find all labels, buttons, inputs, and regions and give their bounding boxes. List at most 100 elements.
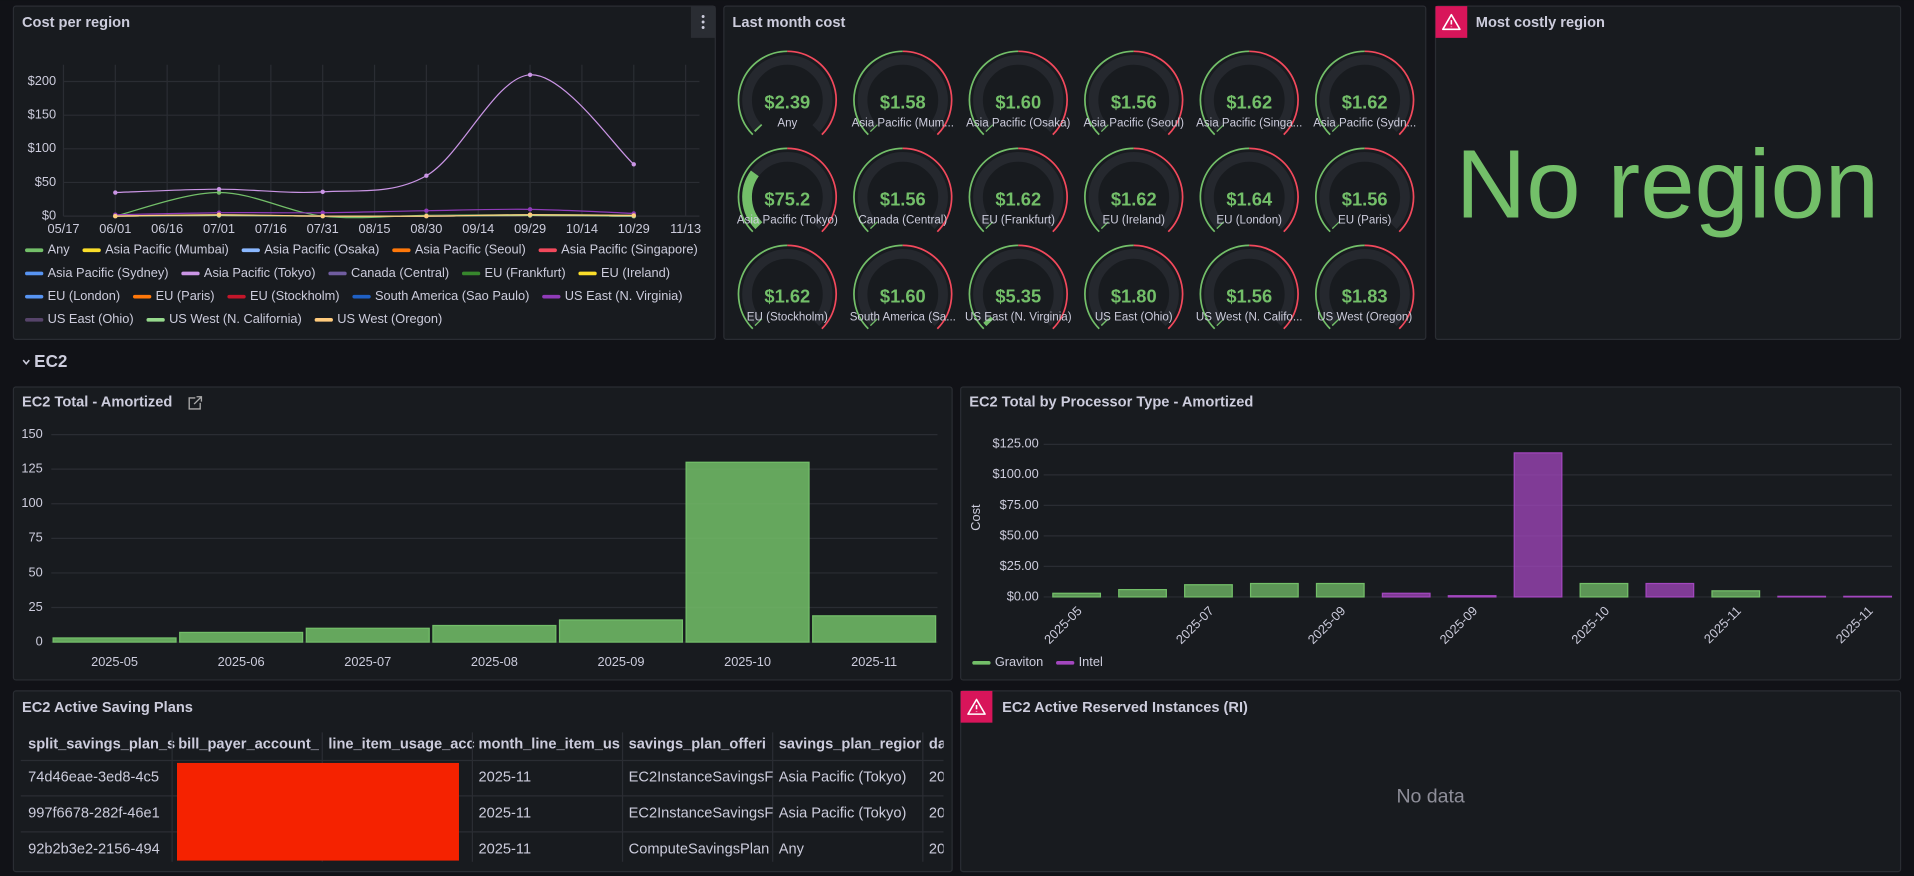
bar — [53, 638, 176, 642]
y-tick-label: 150 — [21, 426, 42, 441]
y-tick-label: $75.00 — [1000, 497, 1039, 512]
gauge-fill — [758, 127, 759, 128]
table-cell: 92b2b3e2-2156-494 — [28, 841, 160, 857]
data-point — [528, 73, 532, 77]
y-tick-label: 0 — [36, 633, 43, 648]
bar — [1119, 590, 1167, 597]
legend-label: Asia Pacific (Tokyo) — [204, 265, 316, 280]
table-cell: Any — [779, 841, 805, 857]
panel-title: Most costly region — [1476, 15, 1605, 31]
gauge-label: South America (Sa... — [850, 311, 956, 323]
column-header: savings_plan_offeri — [629, 737, 766, 753]
bar — [1844, 596, 1892, 597]
x-tick-label: 08/15 — [359, 221, 391, 236]
data-point — [321, 214, 325, 218]
bar — [813, 616, 936, 642]
x-tick-label: 2025-11 — [851, 654, 897, 669]
y-tick-label: $50 — [35, 174, 56, 189]
y-tick-label: $150 — [28, 107, 56, 122]
table-cell: 2025-11 — [479, 805, 532, 821]
y-tick-label: 25 — [28, 599, 42, 614]
table-cell: Asia Pacific (Tokyo) — [779, 805, 907, 821]
data-point — [217, 187, 221, 191]
y-tick-label: $200 — [28, 73, 56, 88]
table-cell: EC2InstanceSavingsF — [629, 805, 774, 821]
gauge-label: Asia Pacific (Osaka) — [966, 117, 1070, 129]
gauge-label: Any — [777, 117, 797, 129]
gauge-value: $75.2 — [764, 189, 810, 210]
legend-label: US West (Oregon) — [337, 311, 442, 326]
table-cell: Asia Pacific (Tokyo) — [779, 769, 907, 785]
panel-title: EC2 Active Saving Plans — [22, 700, 193, 716]
gauge-value: $1.64 — [1226, 189, 1273, 210]
legend-label: Asia Pacific (Sydney) — [48, 265, 169, 280]
y-tick-label: $50.00 — [1000, 527, 1039, 542]
gauge-label: Asia Pacific (Sydn... — [1313, 117, 1416, 129]
gauge-value: $1.60 — [880, 286, 926, 307]
data-point — [528, 213, 532, 217]
gauge-label: EU (Paris) — [1338, 214, 1392, 226]
data-point — [528, 207, 532, 211]
table-cell: 74d46eae-3ed8-4c5 — [28, 769, 159, 785]
x-tick-label: 09/14 — [462, 221, 494, 236]
y-axis-label: Cost — [968, 504, 983, 531]
redaction — [177, 763, 459, 861]
column-header: line_item_usage_acc — [328, 737, 474, 753]
table-cell: 20 — [929, 805, 945, 821]
gauge-label: Canada (Central) — [858, 214, 947, 226]
gauge-label: US West (N. Califo... — [1196, 311, 1303, 323]
y-tick-label: $100 — [28, 140, 56, 155]
section-title[interactable]: EC2 — [34, 352, 67, 371]
menu-dot — [702, 26, 705, 29]
x-tick-label: 07/31 — [307, 221, 339, 236]
gauge-value: $2.39 — [764, 92, 810, 113]
gauge-value: $1.83 — [1342, 286, 1388, 307]
y-tick-label: $125.00 — [993, 436, 1039, 451]
y-tick-label: 125 — [21, 461, 42, 476]
legend-label: US East (Ohio) — [48, 311, 134, 326]
panel-title: EC2 Total - Amortized — [22, 395, 172, 411]
data-point — [113, 190, 117, 194]
bar — [1712, 591, 1760, 597]
y-tick-label: 100 — [21, 495, 42, 510]
y-tick-label: $0.00 — [1007, 588, 1039, 603]
panel-title: EC2 Active Reserved Instances (RI) — [1002, 700, 1248, 716]
legend-label: Graviton — [995, 654, 1043, 669]
bar — [433, 625, 556, 642]
gauge-label: US East (Ohio) — [1095, 311, 1173, 323]
gauge-value: $1.56 — [1111, 92, 1157, 113]
bar — [1580, 584, 1628, 597]
legend-label: Intel — [1079, 654, 1103, 669]
x-tick-label: 2025-10 — [724, 654, 771, 669]
legend-label: EU (Ireland) — [601, 265, 670, 280]
legend-label: Asia Pacific (Osaka) — [264, 242, 379, 257]
table-cell: 20 — [929, 769, 945, 785]
no-data: No data — [1396, 785, 1464, 807]
data-point — [632, 162, 636, 166]
column-header: split_savings_plan_s — [28, 737, 175, 753]
x-tick-label: 07/16 — [255, 221, 287, 236]
panel-menu[interactable] — [691, 6, 715, 38]
data-point — [424, 174, 428, 178]
gauge-value: $1.62 — [995, 189, 1041, 210]
legend-label: US East (N. Virginia) — [565, 288, 683, 303]
gauge-value: $1.80 — [1111, 286, 1157, 307]
gauge-value: $5.35 — [995, 286, 1041, 307]
gauge-value: $1.56 — [880, 189, 926, 210]
y-tick-label: 50 — [28, 564, 42, 579]
gauge-value: $1.62 — [1226, 92, 1272, 113]
legend-label: South America (Sao Paulo) — [375, 288, 529, 303]
x-tick-label: 08/30 — [410, 221, 442, 236]
gauge-label: EU (London) — [1216, 214, 1282, 226]
gauge-value: $1.62 — [764, 286, 810, 307]
gauge-value: $1.62 — [1111, 189, 1157, 210]
bar — [1514, 453, 1562, 597]
legend-label: EU (London) — [48, 288, 121, 303]
menu-dot — [702, 21, 705, 24]
gauge-value: $1.56 — [1226, 286, 1272, 307]
data-point — [424, 209, 428, 213]
bar — [1251, 584, 1299, 597]
bar — [306, 628, 429, 642]
panel-title: Cost per region — [22, 15, 130, 31]
